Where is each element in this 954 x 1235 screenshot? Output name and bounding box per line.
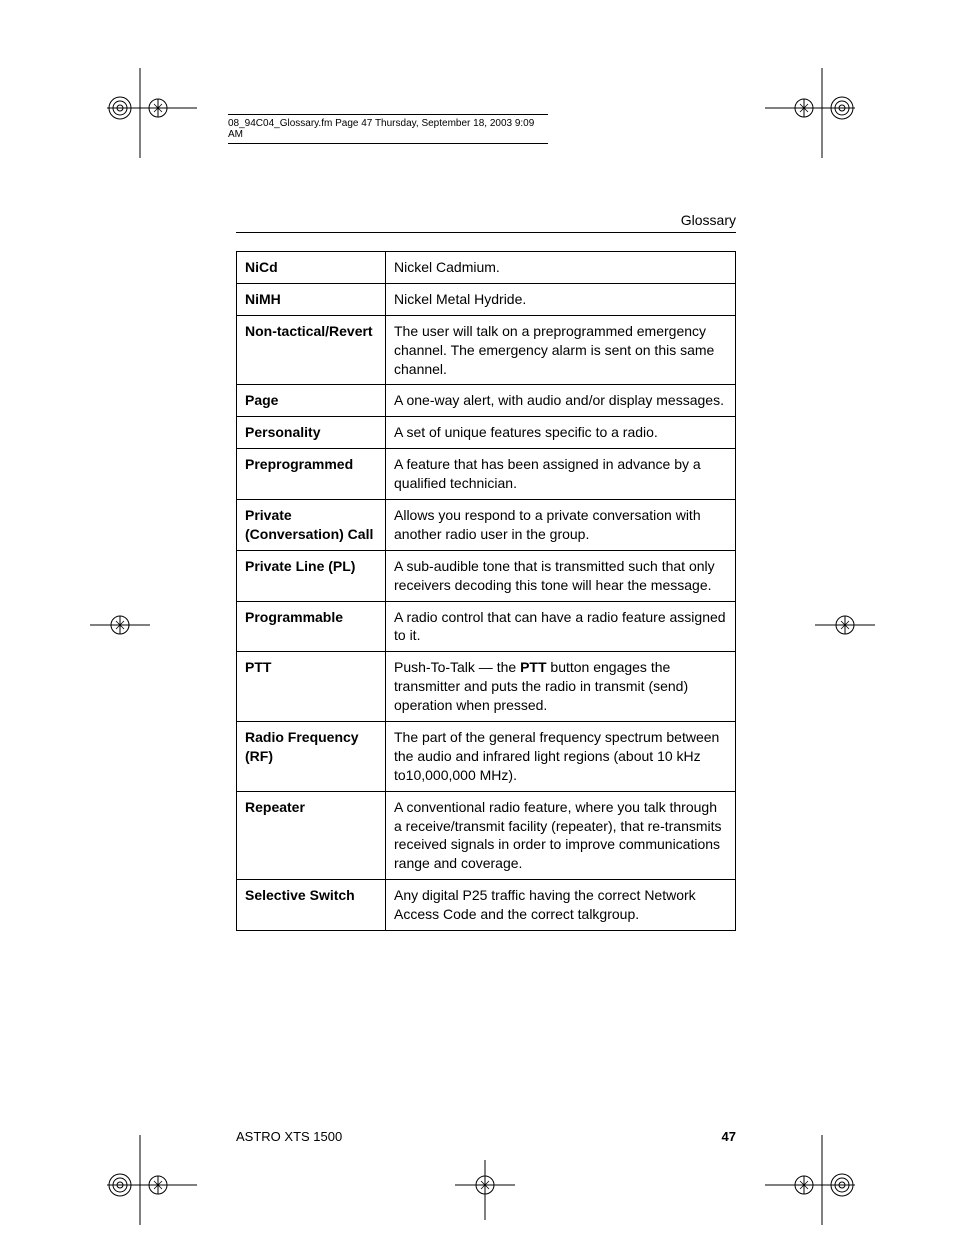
glossary-definition: A conventional radio feature, where you … (386, 791, 736, 880)
crop-mark-icon (107, 68, 197, 158)
glossary-term: PTT (237, 652, 386, 722)
table-row: Radio Frequency (RF)The part of the gene… (237, 722, 736, 792)
crop-mark-icon (765, 68, 855, 158)
table-row: NiMHNickel Metal Hydride. (237, 283, 736, 315)
glossary-term: Private (Conversation) Call (237, 500, 386, 551)
glossary-table: NiCdNickel Cadmium.NiMHNickel Metal Hydr… (236, 251, 736, 931)
table-row: Selective SwitchAny digital P25 traffic … (237, 880, 736, 931)
crop-mark-icon (815, 595, 875, 655)
running-head: 08_94C04_Glossary.fm Page 47 Thursday, S… (228, 114, 548, 144)
glossary-term: Radio Frequency (RF) (237, 722, 386, 792)
table-row: NiCdNickel Cadmium. (237, 252, 736, 284)
glossary-term: Non-tactical/Revert (237, 315, 386, 385)
glossary-definition: Allows you respond to a private conversa… (386, 500, 736, 551)
crop-mark-icon (90, 595, 150, 655)
glossary-term: Private Line (PL) (237, 550, 386, 601)
glossary-definition: A feature that has been assigned in adva… (386, 449, 736, 500)
table-row: PTTPush-To-Talk — the PTT button engages… (237, 652, 736, 722)
glossary-term: NiMH (237, 283, 386, 315)
glossary-definition: Nickel Cadmium. (386, 252, 736, 284)
crop-mark-icon (765, 1135, 855, 1225)
glossary-definition: A radio control that can have a radio fe… (386, 601, 736, 652)
glossary-definition: Any digital P25 traffic having the corre… (386, 880, 736, 931)
glossary-term: Personality (237, 417, 386, 449)
glossary-definition: A set of unique features specific to a r… (386, 417, 736, 449)
glossary-term: Repeater (237, 791, 386, 880)
glossary-term: Selective Switch (237, 880, 386, 931)
table-row: Private (Conversation) CallAllows you re… (237, 500, 736, 551)
table-row: ProgrammableA radio control that can hav… (237, 601, 736, 652)
glossary-definition: Nickel Metal Hydride. (386, 283, 736, 315)
glossary-term: Page (237, 385, 386, 417)
table-row: PersonalityA set of unique features spec… (237, 417, 736, 449)
table-row: RepeaterA conventional radio feature, wh… (237, 791, 736, 880)
table-row: Non-tactical/RevertThe user will talk on… (237, 315, 736, 385)
glossary-definition: The part of the general frequency spectr… (386, 722, 736, 792)
page-content: Glossary NiCdNickel Cadmium.NiMHNickel M… (236, 212, 736, 931)
table-row: PreprogrammedA feature that has been ass… (237, 449, 736, 500)
crop-mark-icon (455, 1160, 515, 1220)
glossary-term: Preprogrammed (237, 449, 386, 500)
footer-product: ASTRO XTS 1500 (236, 1129, 342, 1144)
glossary-definition: The user will talk on a preprogrammed em… (386, 315, 736, 385)
glossary-term: NiCd (237, 252, 386, 284)
table-row: PageA one-way alert, with audio and/or d… (237, 385, 736, 417)
table-row: Private Line (PL)A sub-audible tone that… (237, 550, 736, 601)
glossary-definition: A sub-audible tone that is transmitted s… (386, 550, 736, 601)
footer-page-number: 47 (722, 1129, 736, 1144)
section-title: Glossary (236, 212, 736, 233)
glossary-term: Programmable (237, 601, 386, 652)
glossary-definition: Push-To-Talk — the PTT button engages th… (386, 652, 736, 722)
crop-mark-icon (107, 1135, 197, 1225)
glossary-definition: A one-way alert, with audio and/or displ… (386, 385, 736, 417)
page-footer: ASTRO XTS 1500 47 (236, 1129, 736, 1144)
